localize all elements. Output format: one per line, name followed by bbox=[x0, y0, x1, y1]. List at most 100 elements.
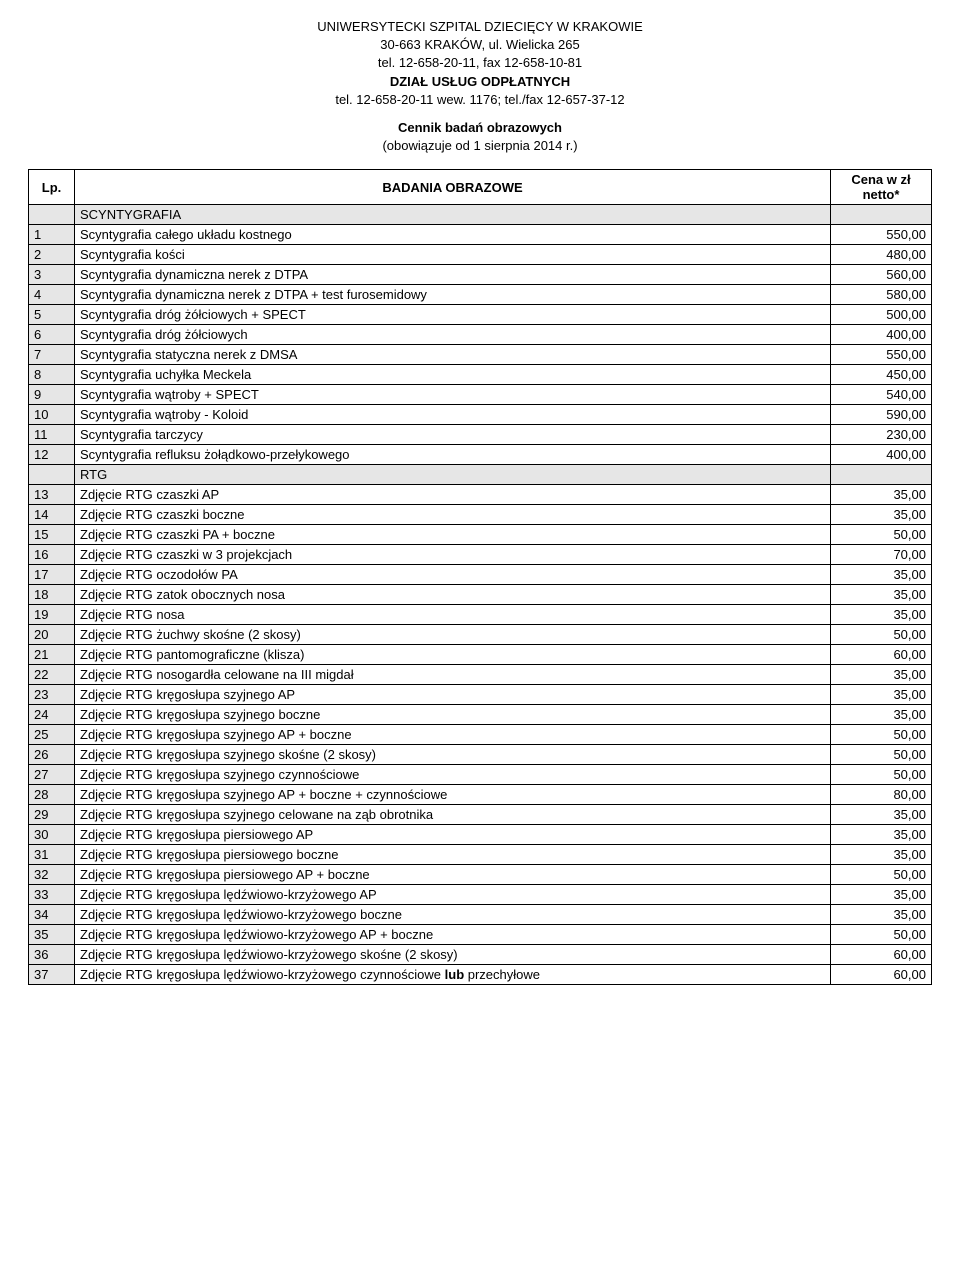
cell-price: 50,00 bbox=[831, 745, 932, 765]
cell-description: Zdjęcie RTG pantomograficzne (klisza) bbox=[75, 645, 831, 665]
price-table: Lp. BADANIA OBRAZOWE Cena w zł netto* SC… bbox=[28, 169, 932, 985]
cell-lp: 31 bbox=[29, 845, 75, 865]
col-header-lp: Lp. bbox=[29, 170, 75, 205]
cell-description: Zdjęcie RTG żuchwy skośne (2 skosy) bbox=[75, 625, 831, 645]
cell-price: 35,00 bbox=[831, 665, 932, 685]
table-row: 20Zdjęcie RTG żuchwy skośne (2 skosy)50,… bbox=[29, 625, 932, 645]
cell-description: Zdjęcie RTG kręgosłupa lędźwiowo-krzyżow… bbox=[75, 885, 831, 905]
cell-price: 550,00 bbox=[831, 225, 932, 245]
cell-lp: 29 bbox=[29, 805, 75, 825]
table-row: 14Zdjęcie RTG czaszki boczne35,00 bbox=[29, 505, 932, 525]
cell-description: RTG bbox=[75, 465, 831, 485]
cell-lp: 17 bbox=[29, 565, 75, 585]
cell-lp: 26 bbox=[29, 745, 75, 765]
document-subtitle: (obowiązuje od 1 sierpnia 2014 r.) bbox=[28, 137, 932, 155]
cell-lp: 12 bbox=[29, 445, 75, 465]
cell-price: 35,00 bbox=[831, 585, 932, 605]
table-row: 23Zdjęcie RTG kręgosłupa szyjnego AP35,0… bbox=[29, 685, 932, 705]
cell-lp: 4 bbox=[29, 285, 75, 305]
cell-description: Scyntygrafia dróg żółciowych + SPECT bbox=[75, 305, 831, 325]
cell-lp: 25 bbox=[29, 725, 75, 745]
cell-description: Zdjęcie RTG kręgosłupa piersiowego AP + … bbox=[75, 865, 831, 885]
cell-description: Scyntygrafia wątroby + SPECT bbox=[75, 385, 831, 405]
cell-lp: 23 bbox=[29, 685, 75, 705]
table-row: 32Zdjęcie RTG kręgosłupa piersiowego AP … bbox=[29, 865, 932, 885]
cell-price: 590,00 bbox=[831, 405, 932, 425]
cell-price: 80,00 bbox=[831, 785, 932, 805]
cell-description: Scyntygrafia dynamiczna nerek z DTPA bbox=[75, 265, 831, 285]
cell-lp: 35 bbox=[29, 925, 75, 945]
cell-lp: 20 bbox=[29, 625, 75, 645]
table-body: SCYNTYGRAFIA1Scyntygrafia całego układu … bbox=[29, 205, 932, 985]
cell-price: 35,00 bbox=[831, 845, 932, 865]
cell-lp: 2 bbox=[29, 245, 75, 265]
cell-price: 35,00 bbox=[831, 825, 932, 845]
cell-price: 60,00 bbox=[831, 965, 932, 985]
cell-description: Zdjęcie RTG kręgosłupa szyjnego AP + boc… bbox=[75, 785, 831, 805]
cell-price: 580,00 bbox=[831, 285, 932, 305]
cell-description: Zdjęcie RTG nosa bbox=[75, 605, 831, 625]
cell-price: 50,00 bbox=[831, 525, 932, 545]
cell-description: Scyntygrafia tarczycy bbox=[75, 425, 831, 445]
cell-description: Zdjęcie RTG czaszki AP bbox=[75, 485, 831, 505]
cell-lp: 18 bbox=[29, 585, 75, 605]
cell-description: Scyntygrafia dynamiczna nerek z DTPA + t… bbox=[75, 285, 831, 305]
header-line-1: UNIWERSYTECKI SZPITAL DZIECIĘCY W KRAKOW… bbox=[28, 18, 932, 36]
cell-price: 550,00 bbox=[831, 345, 932, 365]
cell-description: Zdjęcie RTG czaszki w 3 projekcjach bbox=[75, 545, 831, 565]
table-row: 26Zdjęcie RTG kręgosłupa szyjnego skośne… bbox=[29, 745, 932, 765]
cell-lp: 15 bbox=[29, 525, 75, 545]
cell-lp: 9 bbox=[29, 385, 75, 405]
table-row: 35Zdjęcie RTG kręgosłupa lędźwiowo-krzyż… bbox=[29, 925, 932, 945]
cell-description: Zdjęcie RTG kręgosłupa lędźwiowo-krzyżow… bbox=[75, 965, 831, 985]
cell-price: 60,00 bbox=[831, 645, 932, 665]
table-row: 21Zdjęcie RTG pantomograficzne (klisza)6… bbox=[29, 645, 932, 665]
table-row: 27Zdjęcie RTG kręgosłupa szyjnego czynno… bbox=[29, 765, 932, 785]
cell-price: 50,00 bbox=[831, 765, 932, 785]
document-title: Cennik badań obrazowych bbox=[28, 119, 932, 137]
cell-lp: 33 bbox=[29, 885, 75, 905]
cell-description: Scyntygrafia wątroby - Koloid bbox=[75, 405, 831, 425]
document-header: UNIWERSYTECKI SZPITAL DZIECIĘCY W KRAKOW… bbox=[28, 18, 932, 155]
cell-price: 480,00 bbox=[831, 245, 932, 265]
table-row: 18Zdjęcie RTG zatok obocznych nosa35,00 bbox=[29, 585, 932, 605]
cell-price: 35,00 bbox=[831, 905, 932, 925]
table-row: 12Scyntygrafia refluksu żołądkowo-przeły… bbox=[29, 445, 932, 465]
table-row: 37Zdjęcie RTG kręgosłupa lędźwiowo-krzyż… bbox=[29, 965, 932, 985]
cell-price: 50,00 bbox=[831, 625, 932, 645]
table-row: SCYNTYGRAFIA bbox=[29, 205, 932, 225]
header-line-3: tel. 12-658-20-11, fax 12-658-10-81 bbox=[28, 54, 932, 72]
cell-lp: 13 bbox=[29, 485, 75, 505]
table-row: 4Scyntygrafia dynamiczna nerek z DTPA + … bbox=[29, 285, 932, 305]
table-row: 36Zdjęcie RTG kręgosłupa lędźwiowo-krzyż… bbox=[29, 945, 932, 965]
cell-price: 540,00 bbox=[831, 385, 932, 405]
cell-price: 500,00 bbox=[831, 305, 932, 325]
cell-description: Zdjęcie RTG kręgosłupa lędźwiowo-krzyżow… bbox=[75, 925, 831, 945]
table-row: 5Scyntygrafia dróg żółciowych + SPECT500… bbox=[29, 305, 932, 325]
table-row: 17Zdjęcie RTG oczodołów PA35,00 bbox=[29, 565, 932, 585]
cell-description: Zdjęcie RTG kręgosłupa lędźwiowo-krzyżow… bbox=[75, 945, 831, 965]
cell-description: Scyntygrafia refluksu żołądkowo-przełyko… bbox=[75, 445, 831, 465]
table-row: 9Scyntygrafia wątroby + SPECT540,00 bbox=[29, 385, 932, 405]
cell-lp: 28 bbox=[29, 785, 75, 805]
cell-description: Zdjęcie RTG kręgosłupa szyjnego AP + boc… bbox=[75, 725, 831, 745]
table-row: 24Zdjęcie RTG kręgosłupa szyjnego boczne… bbox=[29, 705, 932, 725]
header-line-5: tel. 12-658-20-11 wew. 1176; tel./fax 12… bbox=[28, 91, 932, 109]
cell-description: Zdjęcie RTG zatok obocznych nosa bbox=[75, 585, 831, 605]
cell-description: Scyntygrafia uchyłka Meckela bbox=[75, 365, 831, 385]
cell-lp: 22 bbox=[29, 665, 75, 685]
cell-price: 400,00 bbox=[831, 445, 932, 465]
cell-lp: 36 bbox=[29, 945, 75, 965]
table-row: 16Zdjęcie RTG czaszki w 3 projekcjach70,… bbox=[29, 545, 932, 565]
cell-description: Zdjęcie RTG oczodołów PA bbox=[75, 565, 831, 585]
table-row: 11Scyntygrafia tarczycy230,00 bbox=[29, 425, 932, 445]
table-row: 13Zdjęcie RTG czaszki AP35,00 bbox=[29, 485, 932, 505]
cell-description: Zdjęcie RTG nosogardła celowane na III m… bbox=[75, 665, 831, 685]
table-row: 6Scyntygrafia dróg żółciowych400,00 bbox=[29, 325, 932, 345]
cell-price: 35,00 bbox=[831, 485, 932, 505]
cell-price: 35,00 bbox=[831, 605, 932, 625]
cell-price: 50,00 bbox=[831, 725, 932, 745]
cell-lp bbox=[29, 465, 75, 485]
cell-lp: 30 bbox=[29, 825, 75, 845]
cell-description: Zdjęcie RTG kręgosłupa szyjnego skośne (… bbox=[75, 745, 831, 765]
